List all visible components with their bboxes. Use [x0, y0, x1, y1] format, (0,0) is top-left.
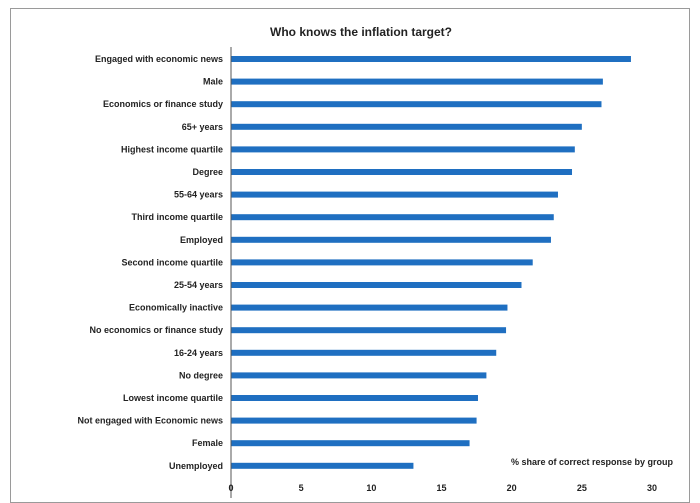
category-label: Engaged with economic news: [95, 54, 223, 64]
x-tick-labels: 0 5 10 15 20 25 30: [228, 483, 657, 493]
category-label: Second income quartile: [121, 257, 223, 267]
bar: [231, 56, 631, 62]
bar: [231, 440, 470, 447]
bar: [231, 236, 551, 243]
x-tick-label: 20: [507, 483, 517, 493]
category-label: Not engaged with Economic news: [77, 416, 223, 426]
chart-frame: Who knows the inflation target? Engaged …: [10, 8, 690, 503]
category-label: Lowest income quartile: [123, 393, 223, 403]
bar: [231, 327, 507, 334]
bar: [231, 191, 558, 198]
bar: [231, 214, 554, 221]
category-label: Degree: [192, 167, 223, 177]
x-tick-label: 10: [366, 483, 376, 493]
category-label: 65+ years: [182, 122, 223, 132]
category-label: No economics or finance study: [89, 325, 223, 335]
x-tick-label: 15: [436, 483, 446, 493]
bar-chart: Who knows the inflation target? Engaged …: [77, 25, 674, 498]
chart-title: Who knows the inflation target?: [270, 25, 452, 39]
chart-annotation: % share of correct response by group: [511, 457, 674, 467]
bar: [231, 282, 522, 288]
bar: [231, 417, 477, 424]
category-label: Economics or finance study: [103, 99, 223, 109]
bar: [231, 146, 575, 153]
x-tick-label: 30: [647, 483, 657, 493]
category-label: Unemployed: [169, 461, 223, 471]
category-label: Employed: [180, 235, 223, 245]
bar: [231, 462, 414, 469]
bar: [231, 101, 602, 108]
bar: [231, 259, 533, 266]
bar: [231, 372, 487, 379]
bar: [231, 78, 603, 85]
bars-layer: [231, 56, 631, 469]
bar: [231, 169, 573, 175]
bar: [231, 349, 497, 356]
category-label: Highest income quartile: [121, 144, 223, 154]
bar: [231, 395, 478, 401]
category-label: Economically inactive: [129, 303, 223, 313]
category-label: Female: [192, 438, 223, 448]
category-label: Third income quartile: [131, 212, 223, 222]
x-tick-label: 25: [577, 483, 587, 493]
category-label: Male: [203, 77, 223, 87]
category-label: 55-64 years: [174, 190, 223, 200]
category-labels: Engaged with economic news Male Economics …: [77, 54, 223, 471]
category-label: No degree: [179, 370, 223, 380]
category-label: 16-24 years: [174, 348, 223, 358]
x-tick-label: 0: [228, 483, 233, 493]
category-label: 25-54 years: [174, 280, 223, 290]
x-tick-label: 5: [299, 483, 304, 493]
bar: [231, 123, 582, 130]
bar: [231, 304, 508, 311]
